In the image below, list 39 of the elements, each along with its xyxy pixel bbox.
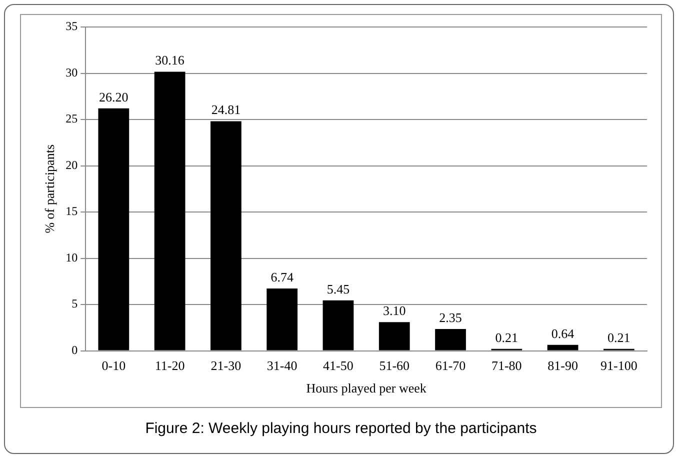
x-tick-label: 61-70: [435, 358, 466, 374]
y-tick-label: 15: [66, 204, 78, 218]
bar: [378, 322, 410, 350]
y-tick-label: 25: [66, 112, 78, 126]
x-tick-label: 51-60: [379, 358, 410, 374]
x-tick-label: 0-10: [102, 358, 126, 374]
x-tick-label: 21-30: [210, 358, 242, 374]
data-label: 0.21: [495, 330, 518, 345]
data-label: 3.10: [382, 303, 406, 318]
data-label: 6.74: [270, 269, 294, 284]
data-label: 5.45: [326, 281, 350, 296]
y-tick-label: 20: [66, 158, 78, 172]
bar: [210, 121, 242, 350]
data-label: 0.64: [551, 326, 575, 341]
bar: [154, 72, 186, 350]
x-axis-title: Hours played per week: [306, 380, 427, 396]
data-label: 26.20: [99, 89, 128, 104]
bar: [98, 108, 130, 350]
y-tick-label: 0: [72, 342, 78, 357]
y-axis-title: % of participants: [42, 144, 58, 234]
bar: [266, 288, 298, 350]
data-label: 0.21: [608, 330, 630, 345]
bar: [322, 300, 354, 350]
x-tick-label: 81-90: [548, 358, 578, 374]
x-tick-label: 11-20: [154, 358, 185, 374]
x-tick-label: 71-80: [491, 358, 522, 374]
x-tick-label: 91-100: [600, 358, 638, 374]
y-tick-label: 10: [66, 250, 78, 264]
x-tick-label: 31-40: [266, 358, 298, 374]
y-tick-label: 30: [66, 65, 78, 80]
bar: [547, 344, 578, 350]
y-tick-label: 35: [66, 19, 78, 34]
data-label: 24.81: [211, 102, 241, 118]
data-label: 30.16: [155, 52, 185, 68]
data-label: 2.35: [439, 310, 462, 325]
y-tick-label: 5: [72, 296, 78, 311]
caption: Figure 2: Weekly playing hours reported by the participants: [144, 420, 538, 437]
x-tick-label: 41-50: [323, 358, 354, 374]
bar: [435, 329, 466, 350]
